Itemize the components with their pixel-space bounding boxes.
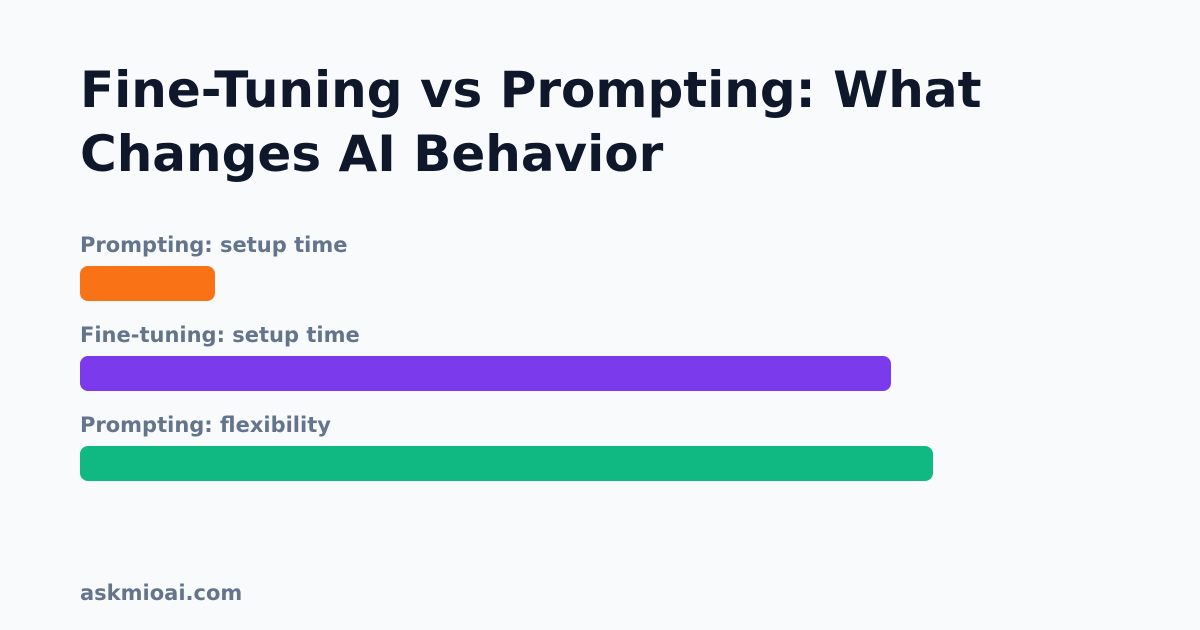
bar-row: Fine-tuning: setup time [80,316,1120,406]
bar-row: Prompting: flexibility [80,406,1120,496]
bar-label: Prompting: flexibility [80,413,331,437]
bar-chart: Prompting: setup time Fine-tuning: setup… [80,226,1120,496]
bar-row: Prompting: setup time [80,226,1120,316]
bar-prompting-flexibility [80,446,933,481]
bar-track [80,446,1120,481]
bar-track [80,266,1120,301]
bar-label: Fine-tuning: setup time [80,323,360,347]
bar-fine-tuning-setup-time [80,356,892,391]
chart-title: Fine-Tuning vs Prompting: What Changes A… [80,61,982,183]
bar-track [80,356,1120,391]
site-domain: askmioai.com [80,581,243,605]
bar-label: Prompting: setup time [80,233,348,257]
bar-prompting-setup-time [80,266,216,301]
